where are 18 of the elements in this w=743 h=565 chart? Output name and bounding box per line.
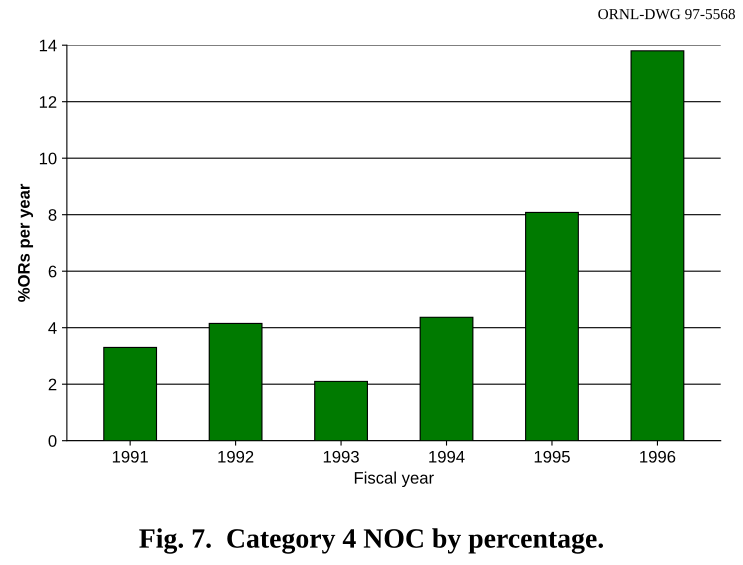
y-tick-label: 6 — [48, 266, 56, 278]
x-tick-label: 1994 — [429, 450, 465, 463]
x-tick-label: 1991 — [112, 450, 148, 463]
x-tick-label: 1992 — [218, 450, 254, 463]
x-tick-label: 1995 — [534, 450, 570, 463]
y-tick-label: 0 — [48, 435, 56, 447]
text: ORNL-DWG 97-5568 — [598, 8, 735, 20]
y-tick-label: 4 — [48, 322, 57, 334]
y-tick-label: 10 — [40, 152, 56, 164]
x-tick-label: 1996 — [640, 450, 676, 463]
y-tick-label: 8 — [48, 209, 56, 221]
x-tick-label: 1993 — [324, 450, 359, 463]
y-axis-title: %ORs per year — [18, 184, 34, 302]
x-axis-title: Fiscal year — [354, 472, 434, 488]
caption: Fig. 7. Category 4 NOC by percentage. — [139, 528, 604, 554]
y-tick-label: 12 — [40, 96, 56, 108]
y-tick-label: 14 — [40, 40, 57, 52]
y-tick-label: 2 — [48, 378, 56, 390]
